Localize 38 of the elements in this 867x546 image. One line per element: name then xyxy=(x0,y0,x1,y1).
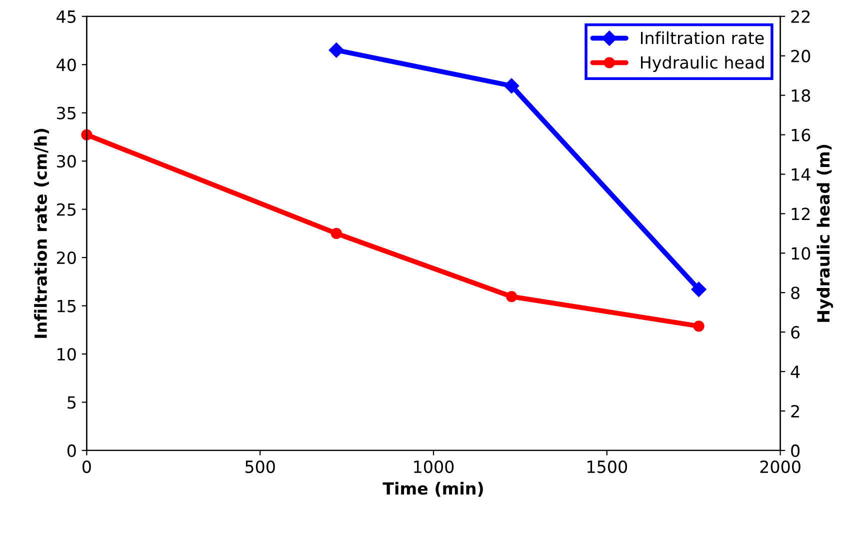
y2-tick-label: 16 xyxy=(792,128,810,142)
point xyxy=(506,290,518,302)
y-tick-label: 15 xyxy=(58,300,76,312)
y-tick-label: 45 xyxy=(56,10,76,23)
x-tick-label: 0 xyxy=(82,460,91,474)
y-tick-label: 35 xyxy=(57,106,76,120)
x-tick-label: 1000 xyxy=(414,460,454,474)
point xyxy=(330,228,342,239)
y2-tick-label: 14 xyxy=(792,168,810,181)
y2-tick-label: 12 xyxy=(792,208,810,220)
y2-tick-label: 10 xyxy=(792,247,810,260)
y2-tick-label: 0 xyxy=(791,444,800,458)
y2-tick-label: 18 xyxy=(792,89,810,102)
x-axis-title: Time (min) xyxy=(382,482,483,497)
legend-label: Hydraulic head xyxy=(640,56,764,72)
x-tick-label: 500 xyxy=(245,460,275,474)
y-tick-label: 5 xyxy=(68,396,76,409)
y2-axis-title: Hydraulic head (m) xyxy=(816,144,834,322)
point xyxy=(693,320,704,332)
x-tick-label: 1500 xyxy=(588,460,627,474)
y2-tick-label: 20 xyxy=(791,50,810,62)
x-tick-label: 2000 xyxy=(760,460,800,474)
legend-label: Infiltration rate xyxy=(640,31,764,44)
y2-tick-label: 4 xyxy=(790,366,800,378)
y2-tick-label: 22 xyxy=(791,10,810,23)
y2-tick-label: 8 xyxy=(791,286,800,300)
point xyxy=(328,42,344,58)
y2-tick-label: 6 xyxy=(791,326,800,339)
y-tick-label: 40 xyxy=(56,58,76,72)
y-tick-label: 0 xyxy=(67,444,76,458)
point xyxy=(504,78,520,94)
y-tick-label: 20 xyxy=(56,251,76,264)
y-tick-label: 30 xyxy=(57,155,76,168)
point xyxy=(691,282,706,297)
y2-tick-label: 2 xyxy=(791,404,799,418)
y-axis-title: Infiltration rate (cm/h) xyxy=(34,128,49,338)
y-tick-label: 25 xyxy=(56,203,76,216)
y-tick-label: 10 xyxy=(58,348,76,361)
